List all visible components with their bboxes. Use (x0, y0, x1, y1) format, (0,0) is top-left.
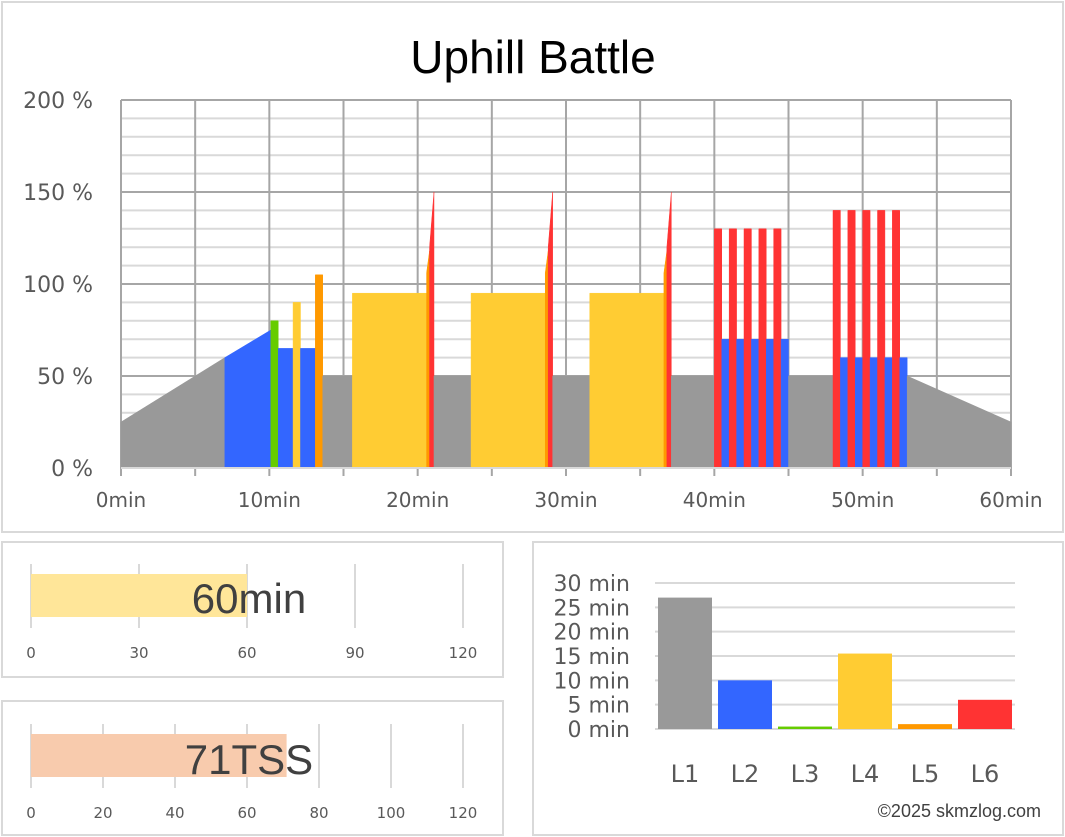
segment-l1 (120, 357, 226, 469)
zone-category-label: L4 (851, 760, 880, 788)
segment-l6 (743, 228, 752, 469)
zone-category-label: L3 (791, 760, 820, 788)
segment-l1 (906, 375, 1012, 469)
segment-l2 (884, 357, 893, 469)
zone-category-label: L6 (971, 760, 1000, 788)
segment-l1 (788, 375, 834, 469)
gauge-bar (31, 734, 287, 777)
segment-l6 (758, 228, 767, 469)
segment-l2 (300, 348, 316, 469)
y-tick-label: 150 % (23, 181, 93, 206)
copyright-footer: ©2025 skmzlog.com (878, 801, 1041, 821)
segment-l6 (547, 191, 553, 469)
x-tick-label: 20min (386, 488, 449, 512)
gauge-tick-label: 60 (237, 644, 256, 662)
segment-l3 (270, 320, 279, 469)
segment-l2 (869, 357, 878, 469)
segment-l2 (840, 357, 849, 469)
segment-l2 (224, 329, 272, 469)
zone-y-tick-label: 15 min (554, 645, 630, 670)
segment-l1 (322, 375, 353, 469)
segment-l4 (292, 302, 301, 469)
zone-time-panel (532, 541, 1064, 836)
gauge-tick-label: 20 (93, 804, 112, 822)
segment-l6 (847, 210, 856, 469)
segment-l2 (277, 348, 294, 469)
gauge-tick-label: 80 (309, 804, 328, 822)
zone-category-label: L2 (731, 760, 760, 788)
zone-y-tick-label: 30 min (554, 572, 630, 597)
gauge-tick-label: 0 (26, 644, 36, 662)
zone-bar-l1 (658, 597, 712, 729)
segment-l4 (352, 292, 427, 469)
segment-l2 (751, 338, 760, 469)
zone-category-label: L1 (671, 760, 700, 788)
segment-l1 (671, 375, 715, 469)
segment-l2 (780, 338, 789, 469)
segment-l5 (544, 250, 549, 469)
zone-bar-l6 (958, 699, 1012, 729)
segment-l6 (714, 228, 722, 469)
segment-l6 (832, 210, 841, 469)
zone-y-tick-label: 10 min (554, 669, 630, 694)
segment-l6 (666, 191, 672, 469)
gauge-tick-label: 90 (345, 644, 364, 662)
segment-l2 (899, 357, 908, 469)
segment-l4 (589, 292, 665, 469)
segment-l6 (728, 228, 737, 469)
y-tick-label: 200 % (23, 89, 93, 114)
gauge-bar (31, 574, 247, 617)
x-tick-label: 0min (96, 488, 146, 512)
zone-bar-l3 (778, 726, 832, 729)
gauge-tick-label: 120 (449, 644, 478, 662)
segment-l1 (552, 375, 590, 469)
gauge-tick-label: 40 (165, 804, 184, 822)
segment-l6 (773, 228, 782, 469)
segment-l5 (315, 274, 323, 469)
chart-title: Uphill Battle (410, 31, 655, 83)
segment-l2 (855, 357, 863, 469)
tss-label: 71TSS (185, 736, 313, 783)
gauge-tick-label: 60 (237, 804, 256, 822)
zone-y-tick-label: 20 min (554, 621, 630, 646)
y-tick-label: 50 % (37, 365, 93, 390)
segment-l4 (470, 292, 546, 469)
segment-l2 (736, 338, 745, 469)
y-tick-label: 0 % (51, 457, 93, 482)
zone-y-tick-label: 25 min (554, 596, 630, 621)
segment-l5 (426, 250, 430, 469)
x-tick-label: 10min (238, 488, 301, 512)
segment-l6 (877, 210, 886, 469)
x-tick-label: 40min (683, 488, 746, 512)
segment-l2 (721, 338, 730, 469)
gauge-tick-label: 100 (377, 804, 406, 822)
segment-l6 (862, 210, 871, 469)
zone-bar-l4 (838, 653, 892, 729)
zone-bar-l5 (898, 724, 952, 729)
zone-bar-l2 (718, 680, 772, 729)
segment-l6 (429, 191, 435, 469)
duration-label: 60min (192, 575, 306, 622)
zone-category-label: L5 (911, 760, 940, 788)
segment-l2 (766, 338, 774, 469)
gauge-tick-label: 0 (26, 804, 36, 822)
segment-l5 (663, 250, 668, 469)
gauge-tick-label: 120 (449, 804, 478, 822)
zone-y-tick-label: 5 min (568, 694, 630, 719)
x-tick-label: 30min (534, 488, 597, 512)
gauge-tick-label: 30 (129, 644, 148, 662)
segment-l6 (892, 210, 900, 469)
x-tick-label: 50min (831, 488, 894, 512)
x-tick-label: 60min (979, 488, 1042, 512)
segment-l1 (433, 375, 472, 469)
zone-y-tick-label: 0 min (568, 718, 630, 743)
y-tick-label: 100 % (23, 273, 93, 298)
